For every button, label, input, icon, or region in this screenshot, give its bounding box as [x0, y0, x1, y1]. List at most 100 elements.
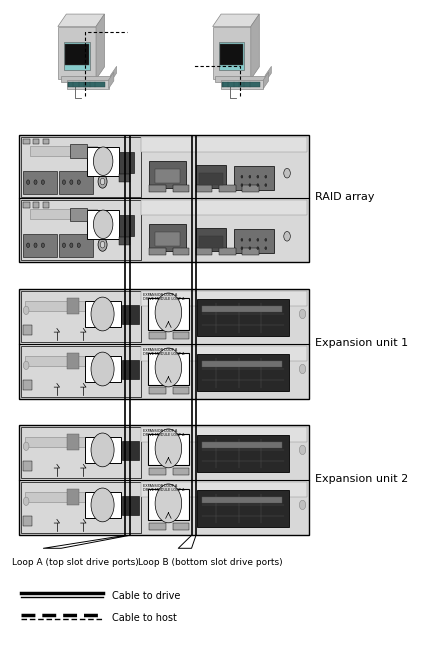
- Bar: [148, 489, 189, 521]
- Bar: [67, 489, 79, 505]
- Bar: [25, 356, 85, 367]
- Bar: [221, 80, 263, 88]
- Bar: [198, 435, 289, 472]
- Circle shape: [41, 243, 44, 248]
- Text: Loop A (top slot drive ports): Loop A (top slot drive ports): [12, 558, 139, 567]
- Circle shape: [77, 243, 81, 248]
- Circle shape: [241, 239, 243, 241]
- Bar: [234, 166, 274, 190]
- Circle shape: [284, 168, 290, 178]
- Bar: [202, 306, 282, 312]
- Circle shape: [249, 184, 251, 187]
- Bar: [119, 214, 134, 236]
- Polygon shape: [265, 66, 271, 83]
- Bar: [59, 171, 93, 194]
- Bar: [148, 298, 189, 330]
- Bar: [85, 301, 121, 327]
- Bar: [67, 354, 79, 369]
- Circle shape: [257, 184, 259, 187]
- Circle shape: [101, 311, 105, 317]
- Bar: [198, 299, 289, 336]
- Circle shape: [70, 243, 73, 248]
- Bar: [219, 248, 235, 255]
- Circle shape: [91, 297, 114, 331]
- Circle shape: [249, 247, 251, 250]
- Circle shape: [27, 243, 30, 248]
- Circle shape: [34, 243, 37, 248]
- Bar: [25, 301, 85, 311]
- Circle shape: [155, 293, 182, 332]
- Bar: [61, 75, 110, 83]
- Bar: [122, 441, 138, 460]
- Circle shape: [62, 180, 65, 185]
- Circle shape: [91, 433, 114, 467]
- Bar: [21, 426, 141, 478]
- Circle shape: [100, 241, 105, 248]
- Bar: [173, 523, 189, 530]
- Bar: [122, 495, 138, 515]
- Circle shape: [70, 180, 73, 185]
- Bar: [119, 174, 130, 181]
- Bar: [122, 359, 138, 380]
- Bar: [21, 291, 141, 343]
- Bar: [21, 136, 141, 196]
- Circle shape: [91, 352, 114, 386]
- Bar: [70, 207, 87, 221]
- Bar: [119, 237, 130, 244]
- Polygon shape: [109, 72, 114, 88]
- Bar: [141, 426, 307, 442]
- Text: EXPANSION LOOP A
DRIVE MODULE LOOP A: EXPANSION LOOP A DRIVE MODULE LOOP A: [143, 484, 185, 492]
- Bar: [141, 200, 307, 214]
- Circle shape: [98, 499, 107, 511]
- Bar: [21, 346, 141, 398]
- Bar: [196, 165, 226, 188]
- Bar: [202, 497, 282, 503]
- Bar: [33, 139, 40, 144]
- Bar: [173, 387, 189, 394]
- Bar: [196, 228, 226, 251]
- Bar: [199, 237, 222, 248]
- Bar: [150, 248, 166, 255]
- Bar: [202, 443, 282, 448]
- Bar: [173, 248, 189, 255]
- Bar: [21, 482, 141, 534]
- Circle shape: [27, 180, 30, 185]
- Circle shape: [155, 348, 182, 387]
- Bar: [150, 185, 166, 192]
- Bar: [25, 437, 85, 447]
- Text: EXPANSION LOOP A
DRIVE MODULE LOOP A: EXPANSION LOOP A DRIVE MODULE LOOP A: [143, 428, 185, 437]
- Bar: [119, 151, 134, 173]
- Bar: [148, 434, 189, 465]
- Bar: [85, 356, 121, 382]
- Circle shape: [98, 444, 107, 456]
- Circle shape: [98, 363, 107, 375]
- Bar: [198, 354, 289, 391]
- Bar: [242, 248, 259, 255]
- Circle shape: [265, 247, 267, 250]
- Circle shape: [249, 176, 251, 178]
- Circle shape: [98, 175, 107, 188]
- Circle shape: [241, 184, 243, 187]
- Bar: [220, 44, 243, 66]
- Bar: [155, 169, 180, 183]
- Circle shape: [265, 184, 267, 187]
- Circle shape: [23, 306, 29, 315]
- Circle shape: [23, 442, 29, 450]
- Bar: [70, 144, 87, 157]
- Bar: [30, 146, 97, 156]
- Bar: [242, 185, 259, 192]
- Circle shape: [241, 247, 243, 250]
- Bar: [150, 332, 166, 339]
- Circle shape: [100, 178, 105, 185]
- Text: Loop B (bottom slot drive ports): Loop B (bottom slot drive ports): [138, 558, 283, 567]
- Circle shape: [155, 484, 182, 523]
- Circle shape: [299, 500, 306, 510]
- Bar: [24, 326, 32, 335]
- Circle shape: [299, 365, 306, 374]
- Text: Cable to host: Cable to host: [112, 612, 177, 623]
- Bar: [24, 380, 32, 390]
- Polygon shape: [58, 14, 105, 27]
- Bar: [43, 139, 49, 144]
- Bar: [58, 27, 96, 79]
- Bar: [23, 139, 30, 144]
